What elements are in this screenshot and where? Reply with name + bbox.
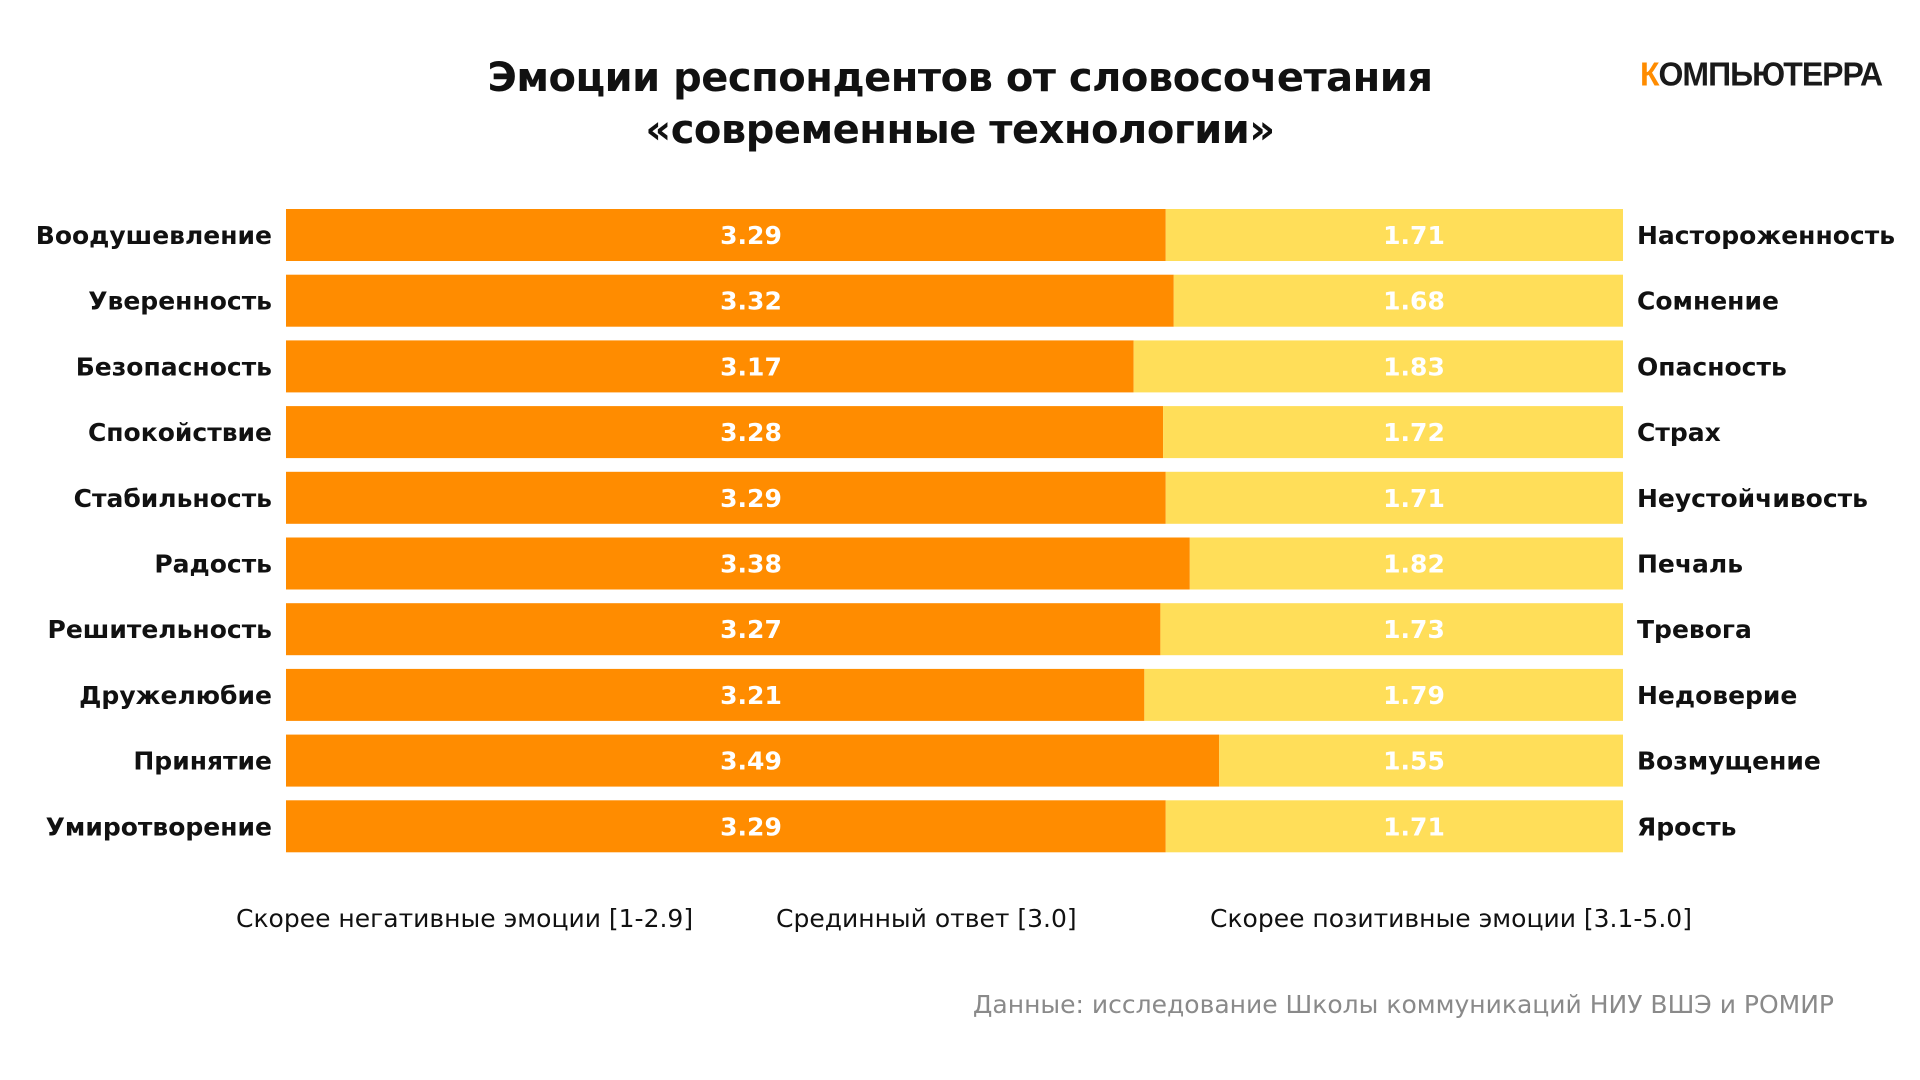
category-label-left: Дружелюбие — [79, 681, 272, 710]
data-label-negative: 1.83 — [1383, 352, 1445, 381]
data-label-negative: 1.73 — [1383, 615, 1445, 644]
data-label-positive: 3.27 — [720, 615, 782, 644]
bar-negative — [1189, 537, 1623, 590]
category-label-left: Спокойствие — [88, 418, 272, 447]
legend-negative: Скорее негативные эмоции [1-2.9] — [236, 904, 694, 933]
category-label-left: Стабильность — [74, 484, 272, 513]
data-label-negative: 1.71 — [1383, 221, 1445, 250]
bar-negative — [1173, 274, 1623, 327]
bar-positive — [286, 209, 1166, 261]
bar-negative — [1165, 471, 1623, 524]
bar-positive — [286, 406, 1164, 459]
category-label-left: Принятие — [133, 747, 272, 776]
data-label-negative: 1.82 — [1383, 550, 1445, 579]
bar-positive — [286, 340, 1134, 393]
data-label-negative: 1.72 — [1383, 418, 1445, 447]
brand-logo-accent: К — [1640, 55, 1660, 93]
category-label-right: Тревога — [1637, 615, 1752, 644]
bar-positive — [286, 668, 1145, 721]
data-label-positive: 3.29 — [720, 221, 782, 250]
category-label-left: Решительность — [48, 615, 272, 644]
category-label-right: Возмущение — [1637, 747, 1821, 776]
data-label-positive: 3.49 — [720, 747, 782, 776]
bar-negative — [1133, 340, 1623, 393]
data-label-negative: 1.68 — [1383, 287, 1445, 316]
data-label-negative: 1.79 — [1383, 681, 1445, 710]
data-label-positive: 3.32 — [720, 287, 782, 316]
category-label-left: Умиротворение — [46, 812, 272, 841]
legend-positive: Скорее позитивные эмоции [3.1-5.0] — [1210, 904, 1692, 933]
data-label-positive: 3.29 — [720, 484, 782, 513]
category-label-left: Безопасность — [76, 352, 272, 381]
chart-title-line2: «современные технологии» — [645, 107, 1275, 153]
brand-logo-text: ОМПЬЮТЕРРА — [1658, 55, 1884, 93]
data-label-positive: 3.29 — [720, 812, 782, 841]
category-label-right: Настороженность — [1637, 221, 1895, 250]
bar-negative — [1219, 734, 1623, 787]
legend-neutral: Срединный ответ [3.0] — [776, 904, 1077, 933]
bar-positive — [286, 537, 1190, 590]
bar-negative — [1165, 800, 1623, 853]
brand-logo: КОМПЬЮТЕРРА — [1640, 55, 1884, 94]
data-label-positive: 3.17 — [720, 352, 782, 381]
category-label-right: Ярость — [1637, 812, 1736, 841]
data-label-positive: 3.38 — [720, 550, 782, 579]
category-label-left: Радость — [154, 550, 272, 579]
category-label-right: Сомнение — [1637, 287, 1779, 316]
bar-negative — [1165, 209, 1623, 261]
data-label-negative: 1.71 — [1383, 812, 1445, 841]
source-note: Данные: исследование Школы коммуникаций … — [972, 990, 1834, 1019]
category-label-right: Страх — [1637, 418, 1721, 447]
data-label-negative: 1.55 — [1383, 747, 1445, 776]
bar-positive — [286, 274, 1174, 327]
chart-title-line1: Эмоции респондентов от словосочетания — [487, 55, 1433, 101]
chart-title: Эмоции респондентов от словосочетания «с… — [360, 52, 1560, 156]
category-label-right: Печаль — [1637, 550, 1743, 579]
bar-negative — [1144, 668, 1623, 721]
bar-positive — [286, 734, 1220, 787]
data-label-negative: 1.71 — [1383, 484, 1445, 513]
bar-negative — [1163, 406, 1623, 459]
category-label-left: Уверенность — [88, 287, 272, 316]
category-label-right: Опасность — [1637, 352, 1787, 381]
category-label-right: Недоверие — [1637, 681, 1797, 710]
category-label-left: Воодушевление — [36, 221, 272, 250]
category-label-right: Неустойчивость — [1637, 484, 1868, 513]
bar-positive — [286, 603, 1161, 656]
bar-negative — [1160, 603, 1623, 656]
bar-positive — [286, 471, 1166, 524]
data-label-positive: 3.28 — [720, 418, 782, 447]
bar-positive — [286, 800, 1166, 853]
data-label-positive: 3.21 — [720, 681, 782, 710]
